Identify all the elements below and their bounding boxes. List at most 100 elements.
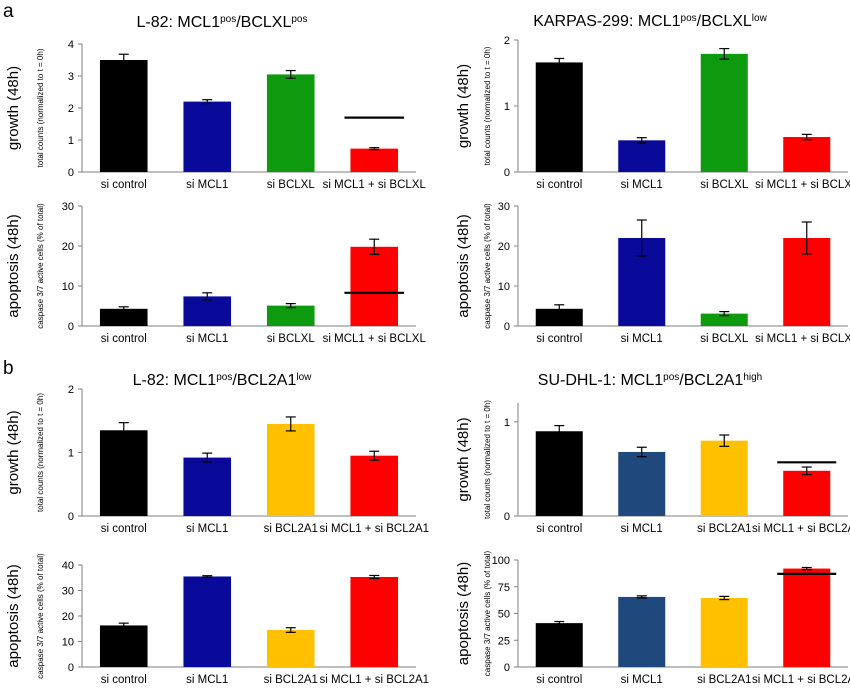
y-tick-label: 100 (492, 555, 510, 567)
category-label: si MCL1 (186, 179, 228, 191)
y-tick-label: 50 (498, 609, 510, 621)
category-label: si MCL1 + si BCL2A1 (752, 523, 850, 535)
chart-title-part: /BCLXL (236, 14, 291, 31)
y-axis-sublabel: caspase 3/7 active cells (% of total) (36, 553, 45, 679)
y-axis-label: growth (48h) (5, 410, 22, 494)
bar (783, 568, 831, 667)
category-label: si MCL1 (621, 674, 663, 686)
category-label: si MCL1 (621, 179, 663, 191)
bar (535, 623, 583, 667)
y-tick-label: 2 (68, 103, 74, 115)
bar (99, 430, 148, 516)
chart-title: L-82: MCL1pos/BCL2A1low (133, 372, 313, 390)
y-tick-label: 1 (68, 135, 74, 147)
category-label: si BCLXL (267, 333, 316, 345)
bar (618, 596, 666, 667)
y-tick-label: 0 (504, 511, 510, 523)
y-tick-label: 30 (62, 586, 74, 598)
bar (700, 597, 748, 667)
category-label: si MCL1 (186, 674, 228, 686)
y-tick-label: 30 (498, 201, 510, 213)
chart-a-right-apoptosis: apoptosis (48h) caspase 3/7 active cells … (455, 201, 850, 345)
bar (183, 101, 232, 172)
category-label: si control (536, 179, 582, 191)
chart-title-part: high (743, 372, 762, 383)
category-label: si MCL1 + si BCL2A1 (319, 523, 429, 535)
chart-title-part: pos (681, 13, 697, 24)
category-label: si BCL2A1 (264, 674, 318, 686)
y-tick-label: 75 (498, 582, 510, 594)
bar (618, 140, 666, 172)
category-label: si control (101, 179, 147, 191)
chart-title: L-82: MCL1pos/BCLXLpos (137, 14, 308, 32)
y-axis-label: growth (48h) (455, 417, 472, 501)
y-tick-label: 25 (498, 635, 510, 647)
y-axis-label: growth (48h) (455, 64, 472, 148)
y-tick-label: 0 (68, 321, 74, 333)
y-tick-label: 10 (62, 281, 74, 293)
y-axis-sublabel: total counts (normalized to t = 0h) (36, 48, 45, 167)
y-tick-label: 1 (504, 417, 510, 429)
chart-title-part: L-82: MCL1 (133, 372, 217, 389)
bar (183, 457, 232, 516)
category-label: si BCL2A1 (697, 674, 751, 686)
y-tick-label: 0 (504, 662, 510, 674)
bar (266, 630, 315, 667)
chart-b-left-apoptosis: apoptosis (48h) caspase 3/7 active cells … (5, 553, 429, 686)
y-tick-label: 20 (498, 241, 510, 253)
y-tick-label: 0 (504, 167, 510, 179)
category-label: si control (536, 333, 582, 345)
category-label: si BCLXL (700, 333, 749, 345)
panel-label-a: a (3, 1, 14, 22)
y-tick-label: 10 (62, 637, 74, 649)
category-label: si control (101, 333, 147, 345)
chart-a-left-apoptosis: apoptosis (48h) caspase 3/7 active cells … (5, 201, 426, 345)
y-tick-label: 10 (498, 281, 510, 293)
y-axis-sublabel: total counts (normalized to t = 0h) (36, 393, 45, 512)
category-label: si MCL1 (621, 333, 663, 345)
bar (266, 74, 315, 172)
bar (266, 423, 315, 516)
category-label: si control (536, 674, 582, 686)
chart-title-part: pos (663, 372, 679, 383)
y-axis-sublabel: caspase 3/7 active cells (% of total) (36, 203, 45, 329)
category-label: si MCL1 + si BCL2A1 (752, 674, 850, 686)
category-label: si MCL1 (186, 523, 228, 535)
y-tick-label: 0 (68, 511, 74, 523)
bar (99, 625, 148, 667)
bar (266, 305, 315, 326)
bar (783, 470, 831, 516)
y-tick-label: 4 (68, 39, 74, 51)
category-label: si MCL1 + si BCL2A1 (319, 674, 429, 686)
y-tick-label: 3 (68, 71, 74, 83)
y-tick-label: 20 (62, 611, 74, 623)
category-label: si BCLXL (700, 179, 749, 191)
bar (618, 451, 666, 516)
y-tick-label: 30 (62, 201, 74, 213)
bar (700, 440, 748, 516)
bar (350, 246, 399, 326)
chart-title-part: L-82: MCL1 (137, 14, 221, 31)
bar (535, 308, 583, 326)
category-label: si MCL1 + si BCLXL (323, 333, 427, 345)
y-axis-sublabel: caspase 3/7 active cells (% of total) (483, 203, 492, 329)
chart-title-part: low (296, 372, 312, 383)
chart-a-left-growth: L-82: MCL1pos/BCLXLpos growth (48h) total … (5, 14, 426, 192)
category-label: si control (536, 523, 582, 535)
bar (700, 313, 748, 326)
y-axis-label: apoptosis (48h) (455, 562, 472, 665)
bar (350, 455, 399, 516)
chart-b-right-growth: SU-DHL-1: MCL1pos/BCL2A1high growth (48h)… (455, 372, 850, 536)
category-label: si MCL1 + si BCLXL (323, 179, 427, 191)
category-label: si MCL1 + si BCLXL (755, 179, 850, 191)
bar (350, 148, 399, 172)
bar (700, 53, 748, 172)
bar (535, 431, 583, 516)
y-tick-label: 40 (62, 560, 74, 572)
y-axis-label: apoptosis (48h) (455, 214, 472, 317)
bar (183, 576, 232, 667)
category-label: si MCL1 (621, 523, 663, 535)
y-tick-label: 0 (504, 321, 510, 333)
y-axis-label: growth (48h) (5, 66, 22, 150)
